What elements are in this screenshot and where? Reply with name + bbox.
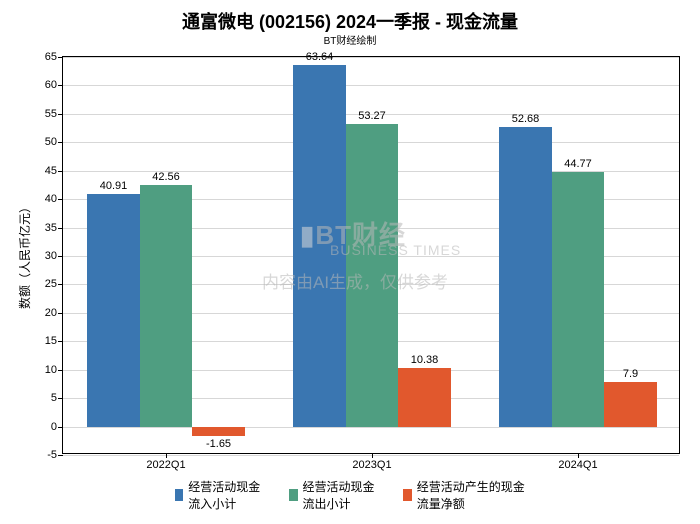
- legend-label: 经营活动现金流入小计: [188, 478, 271, 512]
- ytick-label: 45: [45, 165, 57, 177]
- ytick-label: 20: [45, 307, 57, 319]
- ytick-mark: [58, 370, 63, 371]
- ytick-label: 5: [51, 392, 57, 404]
- legend-item: 经营活动现金流出小计: [289, 478, 385, 512]
- ytick-label: 10: [45, 364, 57, 376]
- xtick-mark: [578, 453, 579, 458]
- legend-label: 经营活动产生的现金流量净额: [417, 478, 525, 512]
- bar: [552, 172, 605, 427]
- ytick-label: 65: [45, 51, 57, 63]
- ytick-label: -5: [47, 449, 57, 461]
- ytick-mark: [58, 199, 63, 200]
- ytick-label: 30: [45, 250, 57, 262]
- ytick-mark: [58, 228, 63, 229]
- bar-value-label: 42.56: [152, 171, 180, 183]
- legend-item: 经营活动现金流入小计: [175, 478, 271, 512]
- chart-title: 通富微电 (002156) 2024一季报 - 现金流量: [0, 8, 700, 34]
- chart-subtitle: BT财经绘制: [0, 32, 700, 47]
- plot-area: -5051015202530354045505560652022Q140.914…: [62, 56, 680, 454]
- ytick-mark: [58, 398, 63, 399]
- bar: [604, 382, 657, 427]
- bar: [293, 65, 346, 427]
- bar: [346, 124, 399, 427]
- ytick-mark: [58, 313, 63, 314]
- ytick-mark: [58, 341, 63, 342]
- bar: [192, 427, 245, 436]
- bar: [499, 127, 552, 427]
- ytick-mark: [58, 114, 63, 115]
- bar: [87, 194, 140, 427]
- ytick-mark: [58, 427, 63, 428]
- ytick-label: 55: [45, 108, 57, 120]
- xtick-mark: [372, 453, 373, 458]
- legend-swatch-icon: [403, 489, 411, 501]
- legend-item: 经营活动产生的现金流量净额: [403, 478, 525, 512]
- bar-value-label: 63.64: [306, 51, 334, 63]
- ytick-mark: [58, 455, 63, 456]
- ytick-label: 35: [45, 222, 57, 234]
- bar: [398, 368, 451, 427]
- bar-value-label: -1.65: [206, 438, 231, 450]
- bar-value-label: 52.68: [512, 113, 540, 125]
- ytick-mark: [58, 57, 63, 58]
- legend-label: 经营活动现金流出小计: [303, 478, 386, 512]
- legend: 经营活动现金流入小计 经营活动现金流出小计 经营活动产生的现金流量净额: [175, 478, 525, 512]
- bar-value-label: 7.9: [623, 368, 638, 380]
- ytick-label: 25: [45, 278, 57, 290]
- ytick-label: 60: [45, 79, 57, 91]
- gridline: [63, 85, 679, 86]
- xtick-label: 2022Q1: [146, 459, 185, 471]
- ytick-mark: [58, 256, 63, 257]
- ytick-mark: [58, 142, 63, 143]
- gridline: [63, 427, 679, 428]
- bar: [140, 185, 193, 427]
- gridline: [63, 455, 679, 456]
- bar-value-label: 40.91: [100, 180, 128, 192]
- ytick-mark: [58, 171, 63, 172]
- ytick-mark: [58, 284, 63, 285]
- ytick-label: 0: [51, 421, 57, 433]
- ytick-mark: [58, 85, 63, 86]
- bar-value-label: 10.38: [411, 354, 439, 366]
- ytick-label: 40: [45, 193, 57, 205]
- bar-value-label: 44.77: [564, 158, 592, 170]
- xtick-mark: [166, 453, 167, 458]
- xtick-label: 2024Q1: [558, 459, 597, 471]
- xtick-label: 2023Q1: [352, 459, 391, 471]
- gridline: [63, 57, 679, 58]
- legend-swatch-icon: [289, 489, 297, 501]
- ytick-label: 50: [45, 136, 57, 148]
- ytick-label: 15: [45, 335, 57, 347]
- bar-value-label: 53.27: [358, 110, 386, 122]
- legend-swatch-icon: [175, 489, 183, 501]
- y-axis-label: 数额（人民币亿元）: [16, 201, 33, 309]
- cash-flow-chart: 通富微电 (002156) 2024一季报 - 现金流量 BT财经绘制 数额（人…: [0, 0, 700, 524]
